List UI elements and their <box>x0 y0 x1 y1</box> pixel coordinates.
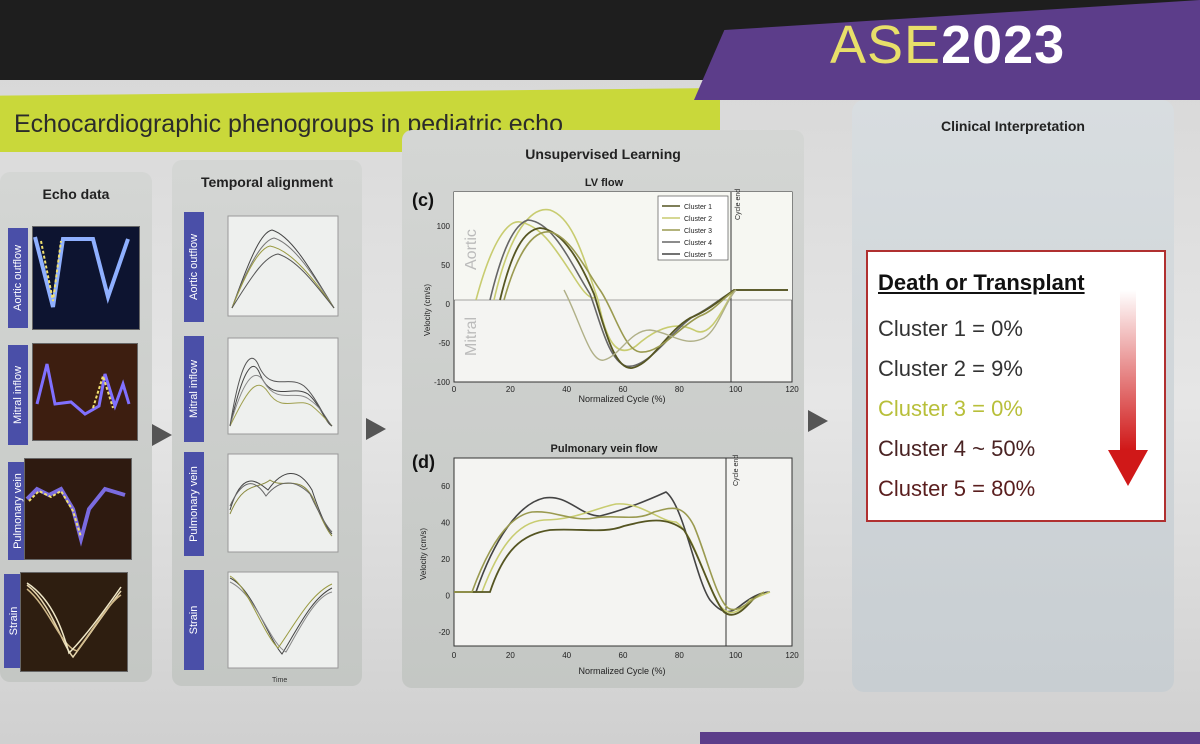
pv-x-tick-label: 60 <box>619 651 628 660</box>
ase-logo: ASE2023 <box>830 15 1066 75</box>
lv-cycle-end-label: Cycle end <box>735 189 742 220</box>
lv-region-mitral: Mitral <box>463 317 480 356</box>
pv-x-tick-label: 20 <box>506 651 515 660</box>
pv-plot-tag: (d) <box>412 452 435 472</box>
lv-plot-tag: (c) <box>412 190 434 210</box>
temporal-aortic-plot <box>227 215 339 317</box>
lv-xlabel: Normalized Cycle (%) <box>578 394 665 404</box>
pulmonary-vein-flow-plot: (d) Pulmonary vein flow Cycle end 60 40 20… <box>412 443 799 676</box>
temporal-time-label: Time <box>272 677 287 684</box>
lv-y-tick-label: 0 <box>446 300 451 309</box>
risk-gradient-arrow-icon <box>1108 290 1148 486</box>
aortic-outflow-doppler-image <box>32 226 140 330</box>
pulmonary-vein-doppler-image <box>24 458 132 560</box>
flow-arrow-icon <box>366 418 386 440</box>
pv-x-tick-label: 40 <box>562 651 571 660</box>
outcome-row: Cluster 4 ~ 50% <box>878 436 1036 461</box>
flow-arrow-icon <box>152 424 172 446</box>
lv-x-tick-label: 20 <box>506 385 515 394</box>
lv-y-tick-label: 50 <box>441 261 450 270</box>
lv-x-tick-label: 120 <box>785 385 799 394</box>
lv-x-tick-label: 80 <box>675 385 684 394</box>
pv-xlabel: Normalized Cycle (%) <box>578 666 665 676</box>
echo-row-label: Mitral inflow <box>8 345 28 445</box>
temporal-row-label: Mitral inflow <box>184 336 204 442</box>
flow-arrow-icon <box>808 410 828 432</box>
outcome-row: Cluster 1 = 0% <box>878 316 1023 341</box>
echo-row-label: Strain <box>4 574 24 668</box>
pv-y-tick-label: -20 <box>438 628 450 637</box>
pv-y-tick-label: 60 <box>441 482 450 491</box>
lv-x-tick-label: 100 <box>729 385 743 394</box>
lv-y-tick-label: -50 <box>438 339 450 348</box>
temporal-pulmonary-plot <box>227 453 339 553</box>
mitral-inflow-doppler-image <box>32 343 138 441</box>
lv-ylabel: Velocity (cm/s) <box>423 284 432 336</box>
pv-x-tick-label: 120 <box>785 651 799 660</box>
pv-ylabel: Velocity (cm/s) <box>419 528 428 580</box>
strain-curve-image <box>20 572 128 672</box>
outcome-box: Death or Transplant Cluster 1 = 0% Clust… <box>866 250 1166 522</box>
lv-plot-title: LV flow <box>585 177 624 189</box>
lv-legend-label: Cluster 4 <box>684 240 712 247</box>
brand-strip-bottom <box>700 732 1200 744</box>
pv-cycle-end-label: Cycle end <box>733 455 740 486</box>
echo-data-title: Echo data <box>42 186 110 202</box>
temporal-alignment-title: Temporal alignment <box>201 174 333 190</box>
lv-x-tick-label: 0 <box>452 385 457 394</box>
pv-y-tick-label: 0 <box>446 592 451 601</box>
pv-x-tick-label: 80 <box>675 651 684 660</box>
pv-plot-title: Pulmonary vein flow <box>551 443 658 455</box>
echo-row-label: Pulmonary vein <box>8 462 28 560</box>
lv-y-tick-label: 100 <box>437 222 451 231</box>
lv-region-aortic: Aortic <box>463 229 480 270</box>
pv-y-tick-label: 40 <box>441 519 450 528</box>
temporal-strain-plot: Time <box>227 571 339 684</box>
lv-x-tick-label: 60 <box>619 385 628 394</box>
lv-legend-label: Cluster 2 <box>684 216 712 223</box>
temporal-mitral-plot <box>227 337 339 435</box>
temporal-row-label: Aortic outflow <box>184 212 204 322</box>
outcome-row: Cluster 5 = 80% <box>878 476 1036 501</box>
outcome-heading: Death or Transplant <box>878 270 1085 295</box>
outcome-row: Cluster 2 = 9% <box>878 356 1023 381</box>
lv-x-tick-label: 40 <box>562 385 571 394</box>
lv-legend-label: Cluster 3 <box>684 228 712 235</box>
lv-y-tick-label: -100 <box>434 378 451 387</box>
lv-legend-label: Cluster 5 <box>684 252 712 259</box>
clinical-interpretation-title: Clinical Interpretation <box>941 118 1085 134</box>
lv-legend-label: Cluster 1 <box>684 204 712 211</box>
outcome-row: Cluster 3 = 0% <box>878 396 1023 421</box>
temporal-row-label: Strain <box>184 570 204 670</box>
pv-x-tick-label: 0 <box>452 651 457 660</box>
temporal-row-label: Pulmonary vein <box>184 452 204 556</box>
echo-row-label: Aortic outflow <box>8 228 28 328</box>
unsupervised-learning-title: Unsupervised Learning <box>525 146 681 162</box>
pv-y-tick-label: 20 <box>441 555 450 564</box>
pv-x-tick-label: 100 <box>729 651 743 660</box>
lv-flow-plot: (c) LV flow Aortic Mitral Cycle end 100 5… <box>412 177 799 404</box>
